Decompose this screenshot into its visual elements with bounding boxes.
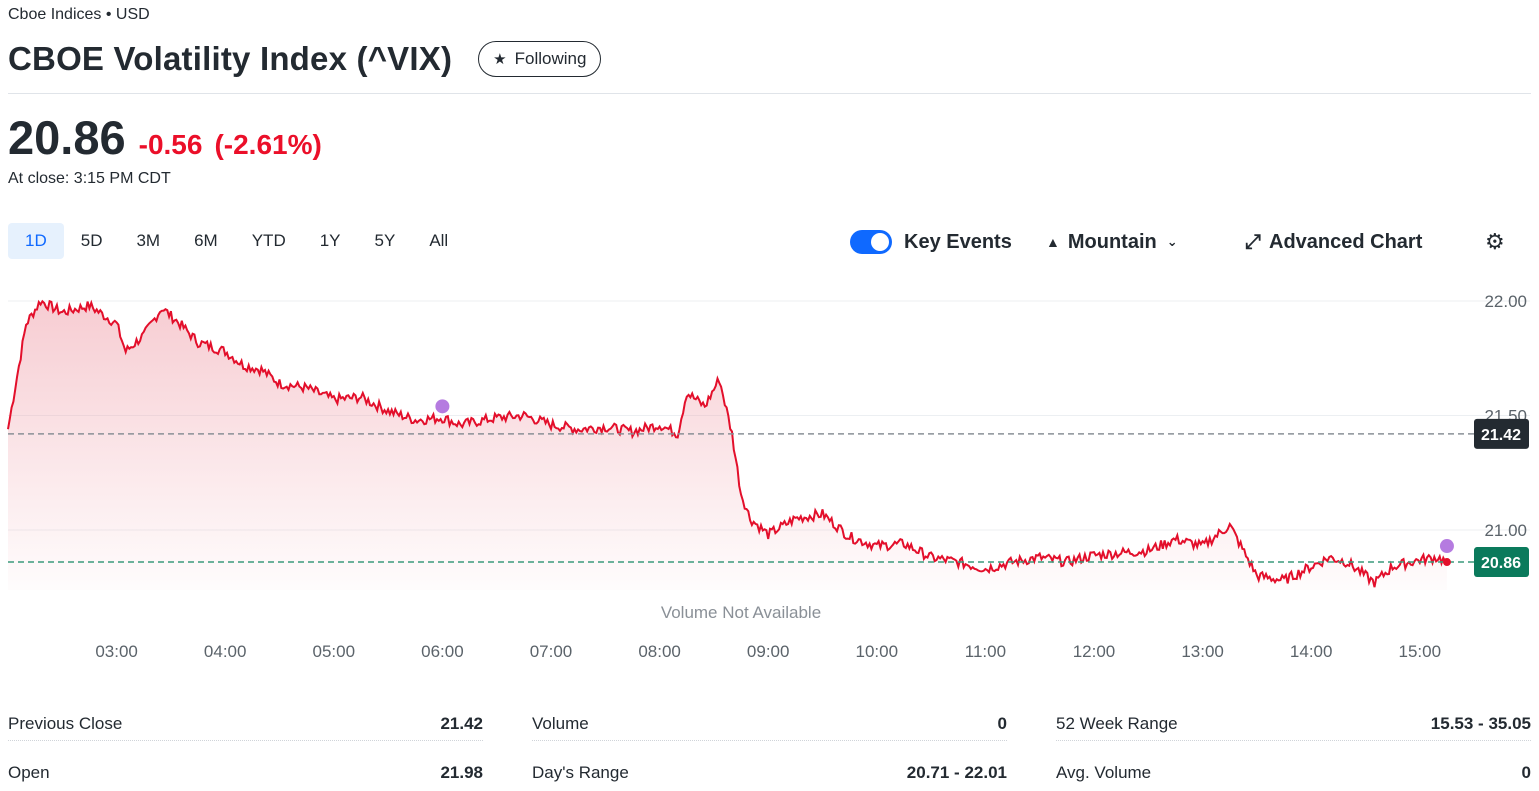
chevron-down-icon: ⌄ — [1166, 234, 1178, 249]
stat-label: Avg. Volume — [1056, 763, 1152, 782]
expand-icon: ⤢ — [1245, 230, 1261, 253]
range-selector: 1D 5D 3M 6M YTD 1Y 5Y All — [8, 223, 465, 259]
y-tick-label: 21.00 — [1484, 521, 1527, 540]
star-icon: ★ — [493, 51, 507, 68]
current-price: 20.86 — [8, 111, 126, 164]
advanced-chart-button[interactable]: ⤢ Advanced Chart — [1245, 226, 1422, 258]
stat-row: Previous Close 21.42 — [8, 710, 483, 741]
last-price-tag-bg — [1474, 547, 1529, 578]
range-6m[interactable]: 6M — [194, 231, 218, 250]
range-ytd[interactable]: YTD — [251, 231, 286, 250]
key-events-label: Key Events — [904, 230, 1012, 253]
stat-row: 52 Week Range 15.53 - 35.05 — [1056, 710, 1531, 741]
stat-label: Previous Close — [8, 714, 123, 733]
x-tick-label: 05:00 — [313, 642, 356, 661]
chart-type-dropdown[interactable]: ▲ Mountain ⌄ — [1046, 226, 1178, 258]
title-row: CBOE Volatility Index (^VIX) ★ Following — [8, 40, 602, 78]
stat-value: 0 — [997, 714, 1007, 733]
toggle-switch[interactable] — [850, 230, 892, 254]
stat-row: Day's Range 20.71 - 22.01 — [532, 741, 1007, 789]
chart-type-label: Mountain — [1067, 230, 1157, 253]
range-3m[interactable]: 3M — [136, 231, 161, 250]
x-tick-label: 03:00 — [95, 642, 138, 661]
stat-value: 20.71 - 22.01 — [906, 763, 1007, 782]
stat-row: Volume 0 — [532, 710, 1007, 741]
following-label: Following — [514, 49, 587, 68]
stat-label: Open — [8, 763, 50, 782]
x-tick-label: 06:00 — [421, 642, 464, 661]
chart-price-line — [7, 299, 1448, 588]
y-tick-label: 22.00 — [1484, 292, 1527, 311]
x-tick-label: 04:00 — [204, 642, 247, 661]
advanced-chart-label: Advanced Chart — [1269, 230, 1423, 253]
last-price-tag-text: 20.86 — [1481, 555, 1521, 572]
stat-value: 0 — [1521, 763, 1531, 782]
stat-label: 52 Week Range — [1056, 714, 1178, 733]
page-title: CBOE Volatility Index (^VIX) — [8, 40, 453, 77]
range-5d[interactable]: 5D — [80, 231, 103, 250]
stat-row: Open 21.98 — [8, 741, 483, 789]
x-tick-label: 12:00 — [1073, 642, 1116, 661]
key-event-marker[interactable] — [1439, 539, 1454, 554]
range-1y[interactable]: 1Y — [319, 231, 341, 250]
x-tick-label: 15:00 — [1399, 642, 1442, 661]
x-tick-label: 14:00 — [1290, 642, 1333, 661]
stats-column: Previous Close 21.42 Open 21.98 — [8, 710, 483, 789]
header-divider — [8, 93, 1531, 94]
last-price-dot — [1442, 558, 1451, 567]
range-1d[interactable]: 1D — [8, 223, 64, 259]
x-tick-label: 10:00 — [856, 642, 899, 661]
price-change-percent: (-2.61%) — [214, 129, 322, 160]
x-tick-label: 11:00 — [965, 642, 1006, 661]
key-events-toggle[interactable]: Key Events — [850, 226, 1012, 258]
range-all[interactable]: All — [429, 231, 449, 250]
gear-icon[interactable]: ⚙ — [1485, 229, 1505, 254]
price-change: -0.56 — [138, 129, 203, 160]
stat-label: Day's Range — [532, 763, 629, 782]
mountain-icon: ▲ — [1046, 234, 1060, 250]
volume-not-available: Volume Not Available — [661, 603, 821, 622]
previous-close-tag: 21.42 — [1474, 418, 1529, 449]
x-tick-label: 08:00 — [638, 642, 681, 661]
stats-column: 52 Week Range 15.53 - 35.05 Avg. Volume 0 — [1056, 710, 1531, 789]
previous-close-tag-bg — [1474, 418, 1529, 449]
stat-value: 21.42 — [440, 714, 483, 733]
previous-close-tag-text: 21.42 — [1481, 427, 1521, 444]
chart-area-fill — [8, 301, 1447, 590]
following-button[interactable]: ★ Following — [478, 41, 602, 77]
exchange-label: Cboe Indices • USD — [8, 6, 150, 23]
last-price-tag: 20.86 — [1474, 547, 1529, 578]
quote-row: 20.86 -0.56 (-2.61%) — [8, 110, 322, 165]
close-time: At close: 3:15 PM CDT — [8, 170, 171, 187]
x-tick-label: 13:00 — [1181, 642, 1224, 661]
range-5y[interactable]: 5Y — [374, 231, 396, 250]
stat-label: Volume — [532, 714, 589, 733]
key-event-marker[interactable] — [435, 399, 450, 414]
stats-column: Volume 0 Day's Range 20.71 - 22.01 — [532, 710, 1007, 789]
stat-value: 21.98 — [440, 763, 483, 782]
stat-row: Avg. Volume 0 — [1056, 741, 1531, 789]
stat-value: 15.53 - 35.05 — [1430, 714, 1531, 733]
x-tick-label: 09:00 — [747, 642, 790, 661]
x-tick-label: 07:00 — [530, 642, 573, 661]
